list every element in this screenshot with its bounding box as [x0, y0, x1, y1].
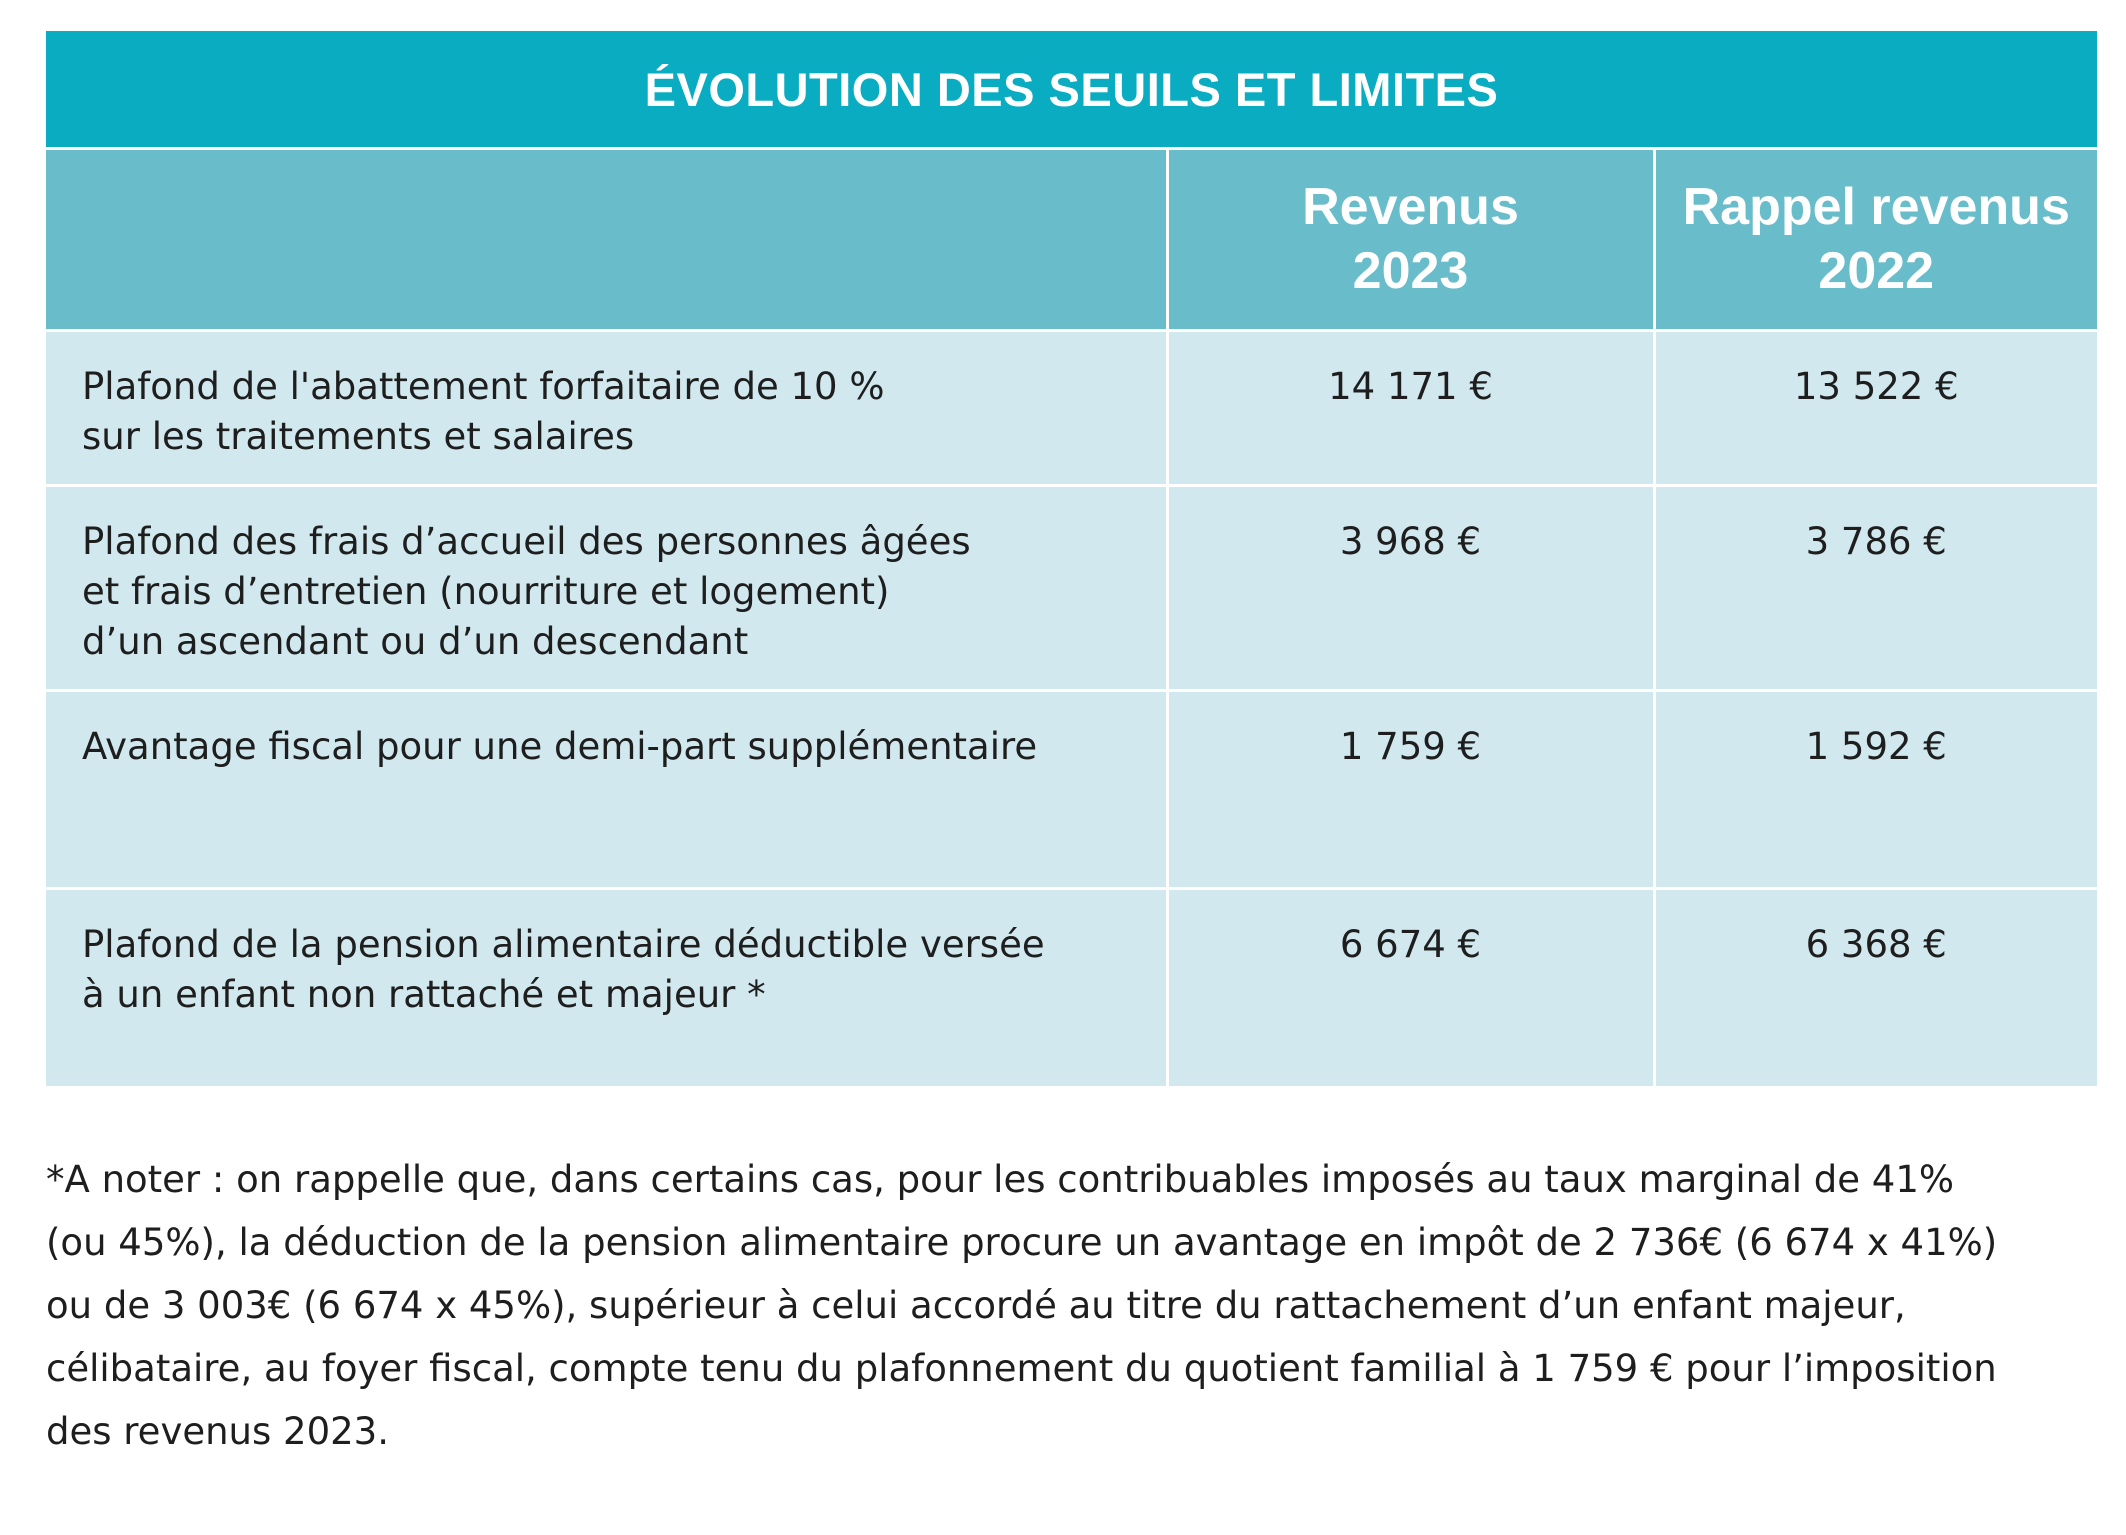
header-revenus-2023: Revenus 2023: [1167, 150, 1656, 332]
footnote-line: célibataire, au foyer fiscal, compte ten…: [46, 1347, 1997, 1390]
row-label-line: Plafond de l'abattement forfaitaire de 1…: [82, 364, 885, 408]
header-line: 2023: [1352, 242, 1469, 301]
table-row: Plafond des frais d’accueil des personne…: [46, 485, 2097, 692]
data-table: Revenus 2023 Rappel revenus 2022 Plafond…: [46, 150, 2097, 1086]
table-row: Plafond de la pension alimentaire déduct…: [46, 888, 2097, 1086]
row-label: Plafond de la pension alimentaire déduct…: [46, 888, 1169, 1086]
row-label: Avantage fiscal pour une demi-part suppl…: [46, 690, 1169, 890]
header-line: Revenus: [1302, 178, 1519, 237]
header-revenus-2022: Rappel revenus 2022: [1654, 150, 2097, 332]
value-2022: 13 522 €: [1654, 330, 2097, 487]
row-label-line: à un enfant non rattaché et majeur *: [82, 972, 766, 1016]
header-line: 2022: [1818, 242, 1935, 301]
value-2023: 1 759 €: [1167, 690, 1656, 890]
row-label-line: Avantage fiscal pour une demi-part suppl…: [82, 724, 1038, 768]
value-2023: 6 674 €: [1167, 888, 1656, 1086]
row-label-line: d’un ascendant ou d’un descendant: [82, 619, 749, 663]
thresholds-table: ÉVOLUTION DES SEUILS ET LIMITES Revenus …: [46, 31, 2097, 1086]
value-2022: 6 368 €: [1654, 888, 2097, 1086]
row-label: Plafond des frais d’accueil des personne…: [46, 485, 1169, 692]
footnote-line: (ou 45%), la déduction de la pension ali…: [46, 1221, 1998, 1264]
value-2023: 3 968 €: [1167, 485, 1656, 692]
table-title: ÉVOLUTION DES SEUILS ET LIMITES: [46, 31, 2097, 150]
header-line: Rappel revenus: [1682, 178, 2070, 237]
row-label-line: Plafond de la pension alimentaire déduct…: [82, 922, 1045, 966]
table-row: Avantage fiscal pour une demi-part suppl…: [46, 690, 2097, 890]
row-label-line: et frais d’entretien (nourriture et loge…: [82, 569, 890, 613]
row-label: Plafond de l'abattement forfaitaire de 1…: [46, 330, 1169, 487]
footnote-line: *A noter : on rappelle que, dans certain…: [46, 1158, 1955, 1201]
row-label-line: Plafond des frais d’accueil des personne…: [82, 519, 971, 563]
footnote-line: ou de 3 003€ (6 674 x 45%), supérieur à …: [46, 1284, 1906, 1327]
header-row: Revenus 2023 Rappel revenus 2022: [46, 150, 2097, 332]
header-label-column: [46, 150, 1169, 332]
value-2022: 3 786 €: [1654, 485, 2097, 692]
row-label-line: sur les traitements et salaires: [82, 414, 635, 458]
value-2023: 14 171 €: [1167, 330, 1656, 487]
footnote: *A noter : on rappelle que, dans certain…: [46, 1148, 2086, 1463]
value-2022: 1 592 €: [1654, 690, 2097, 890]
table-row: Plafond de l'abattement forfaitaire de 1…: [46, 330, 2097, 487]
footnote-line: des revenus 2023.: [46, 1410, 389, 1453]
